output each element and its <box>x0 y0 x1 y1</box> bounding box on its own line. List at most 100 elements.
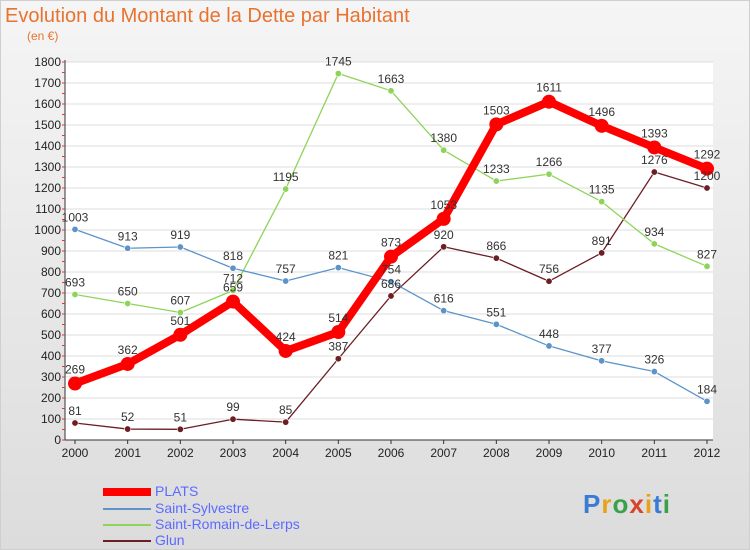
data-point-plats <box>489 117 504 132</box>
data-label-saint-romain-de-lerps: 1745 <box>325 55 352 69</box>
data-label-saint-sylvestre: 377 <box>592 342 612 356</box>
data-point-saint-sylvestre <box>492 320 500 328</box>
data-label-saint-sylvestre: 1003 <box>62 210 89 224</box>
data-label-saint-sylvestre: 448 <box>539 327 559 341</box>
x-tick-label: 2001 <box>114 446 141 460</box>
data-label-glun: 52 <box>121 410 135 424</box>
data-point-plats <box>594 118 609 133</box>
data-label-saint-romain-de-lerps: 827 <box>697 247 717 261</box>
data-point-saint-romain-de-lerps <box>229 286 237 294</box>
data-point-saint-sylvestre <box>598 357 606 365</box>
data-point-plats <box>542 94 556 109</box>
data-label-plats: 1503 <box>483 103 510 117</box>
y-tick-label: 1700 <box>34 76 61 90</box>
data-point-saint-romain-de-lerps <box>334 70 342 78</box>
data-point-saint-sylvestre <box>334 264 342 272</box>
data-label-glun: 387 <box>328 340 348 354</box>
data-point-glun <box>598 249 606 257</box>
data-point-glun <box>440 243 448 251</box>
data-point-plats <box>68 376 82 391</box>
data-label-plats: 424 <box>276 330 296 344</box>
data-point-glun <box>229 415 237 423</box>
data-label-glun: 891 <box>592 234 612 248</box>
data-label-saint-romain-de-lerps: 1266 <box>536 155 563 169</box>
legend-swatch-saint-sylvestre <box>103 508 151 510</box>
proxiti-logo: Proxiti <box>583 489 671 520</box>
data-label-plats: 1053 <box>430 198 457 212</box>
x-tick-label: 2004 <box>272 446 299 460</box>
data-point-glun <box>71 419 79 427</box>
logo-letter: r <box>601 489 613 519</box>
data-point-saint-romain-de-lerps <box>71 290 79 298</box>
data-label-plats: 514 <box>328 311 348 325</box>
logo-letter: i <box>662 489 671 519</box>
data-point-saint-sylvestre <box>703 397 711 405</box>
data-point-glun <box>334 355 342 363</box>
data-point-saint-sylvestre <box>650 368 658 376</box>
data-point-glun <box>492 254 500 262</box>
logo-letter: x <box>629 489 645 519</box>
x-tick-label: 2011 <box>641 446 667 460</box>
data-label-plats: 362 <box>118 343 138 357</box>
data-point-glun <box>176 425 184 433</box>
data-label-saint-sylvestre: 757 <box>276 262 296 276</box>
chart-title: Evolution du Montant de la Dette par Hab… <box>5 5 410 27</box>
data-label-saint-sylvestre: 326 <box>644 353 664 367</box>
x-tick-label: 2007 <box>430 446 457 460</box>
data-label-saint-sylvestre: 919 <box>170 228 190 242</box>
data-point-saint-romain-de-lerps <box>492 177 500 185</box>
data-point-plats <box>278 343 293 358</box>
data-point-plats <box>226 294 240 309</box>
data-label-saint-romain-de-lerps: 693 <box>65 275 85 289</box>
y-tick-label: 1200 <box>34 181 61 195</box>
data-label-plats: 873 <box>381 236 401 250</box>
data-label-glun: 81 <box>68 404 82 418</box>
data-point-glun <box>387 292 395 300</box>
data-label-saint-romain-de-lerps: 1233 <box>483 162 510 176</box>
legend-swatch-glun <box>103 540 151 542</box>
data-point-glun <box>650 168 658 176</box>
data-point-saint-sylvestre <box>387 278 395 286</box>
data-point-saint-sylvestre <box>545 342 553 350</box>
data-point-plats <box>331 325 346 340</box>
data-point-plats <box>436 211 451 226</box>
y-tick-label: 0 <box>54 433 61 447</box>
y-tick-label: 300 <box>41 370 61 384</box>
legend-label: Saint-Romain-de-Lerps <box>155 516 300 532</box>
y-tick-label: 1600 <box>34 97 61 111</box>
data-point-saint-romain-de-lerps <box>440 146 448 154</box>
data-point-saint-romain-de-lerps <box>703 262 711 270</box>
data-label-saint-romain-de-lerps: 712 <box>223 271 243 285</box>
y-tick-label: 200 <box>41 391 61 405</box>
data-label-saint-sylvestre: 184 <box>697 382 717 396</box>
y-tick-label: 900 <box>41 244 61 258</box>
data-point-saint-romain-de-lerps <box>124 299 132 307</box>
data-label-saint-romain-de-lerps: 1135 <box>589 183 615 197</box>
data-point-plats <box>647 140 662 155</box>
x-tick-label: 2008 <box>483 446 510 460</box>
data-label-saint-romain-de-lerps: 1663 <box>378 72 405 86</box>
data-point-plats <box>120 356 135 371</box>
data-label-glun: 756 <box>539 262 559 276</box>
y-tick-label: 700 <box>41 286 61 300</box>
data-point-saint-romain-de-lerps <box>545 170 553 178</box>
x-tick-label: 2010 <box>588 446 615 460</box>
data-label-saint-sylvestre: 551 <box>486 305 506 319</box>
data-label-plats: 1393 <box>641 126 668 140</box>
data-label-plats: 1611 <box>536 81 562 95</box>
logo-letter: t <box>653 489 663 519</box>
x-tick-label: 2003 <box>220 446 247 460</box>
y-tick-label: 1400 <box>34 139 61 153</box>
x-tick-label: 2002 <box>167 446 194 460</box>
data-point-saint-romain-de-lerps <box>176 309 184 317</box>
data-label-glun: 866 <box>486 239 506 253</box>
logo-letter: P <box>583 489 602 519</box>
data-point-glun <box>124 425 132 433</box>
data-point-saint-romain-de-lerps <box>282 185 290 193</box>
data-point-saint-sylvestre <box>229 264 237 272</box>
data-label-saint-romain-de-lerps: 1380 <box>430 131 457 145</box>
data-point-plats <box>384 249 398 264</box>
data-point-glun <box>282 418 290 426</box>
y-tick-label: 1300 <box>34 160 61 174</box>
